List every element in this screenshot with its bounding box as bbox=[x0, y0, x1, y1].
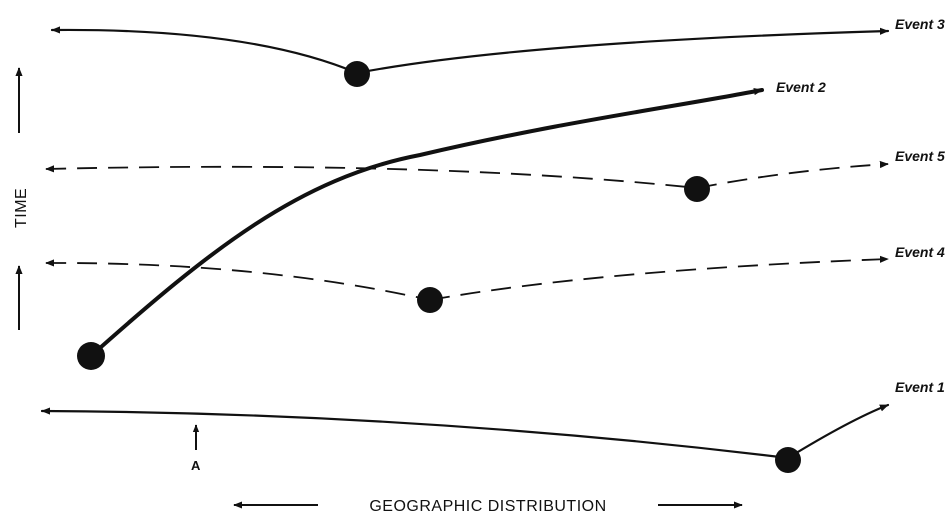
distribution-axis-label: GEOGRAPHIC DISTRIBUTION bbox=[369, 498, 606, 515]
event-1-curve bbox=[40, 407, 790, 460]
time-axis: TIME bbox=[13, 67, 30, 330]
event-3-curve bbox=[50, 26, 359, 75]
event-1-label: Event 1 bbox=[895, 379, 945, 395]
time-axis-label: TIME bbox=[13, 188, 30, 228]
event-4-label: Event 4 bbox=[895, 244, 945, 260]
distribution-axis: GEOGRAPHIC DISTRIBUTION bbox=[233, 498, 743, 515]
event-4-curve-right bbox=[429, 255, 889, 301]
event-3: Event 3 bbox=[50, 16, 945, 87]
event-5-curve bbox=[45, 165, 698, 189]
event-2-label: Event 2 bbox=[776, 79, 826, 95]
event-5-label: Event 5 bbox=[895, 148, 945, 164]
event-2-origin-dot bbox=[77, 342, 105, 370]
event-1: Event 1 bbox=[40, 379, 945, 473]
event-2-curve bbox=[90, 88, 764, 357]
event-5: Event 5 bbox=[45, 148, 945, 202]
event-1-origin-dot bbox=[775, 447, 801, 473]
event-3-curve-right bbox=[355, 27, 890, 75]
event-4: Event 4 bbox=[45, 244, 945, 313]
event-4-origin-dot bbox=[417, 287, 443, 313]
event-3-origin-dot bbox=[344, 61, 370, 87]
event-2: Event 2 bbox=[77, 79, 826, 370]
event-3-label: Event 3 bbox=[895, 16, 945, 32]
marker-a-label: A bbox=[191, 458, 201, 473]
event-1-curve-right bbox=[786, 403, 890, 460]
event-4-curve bbox=[45, 259, 431, 301]
event-5-curve-right bbox=[696, 160, 889, 189]
event-5-origin-dot bbox=[684, 176, 710, 202]
marker-a: A bbox=[191, 424, 201, 473]
